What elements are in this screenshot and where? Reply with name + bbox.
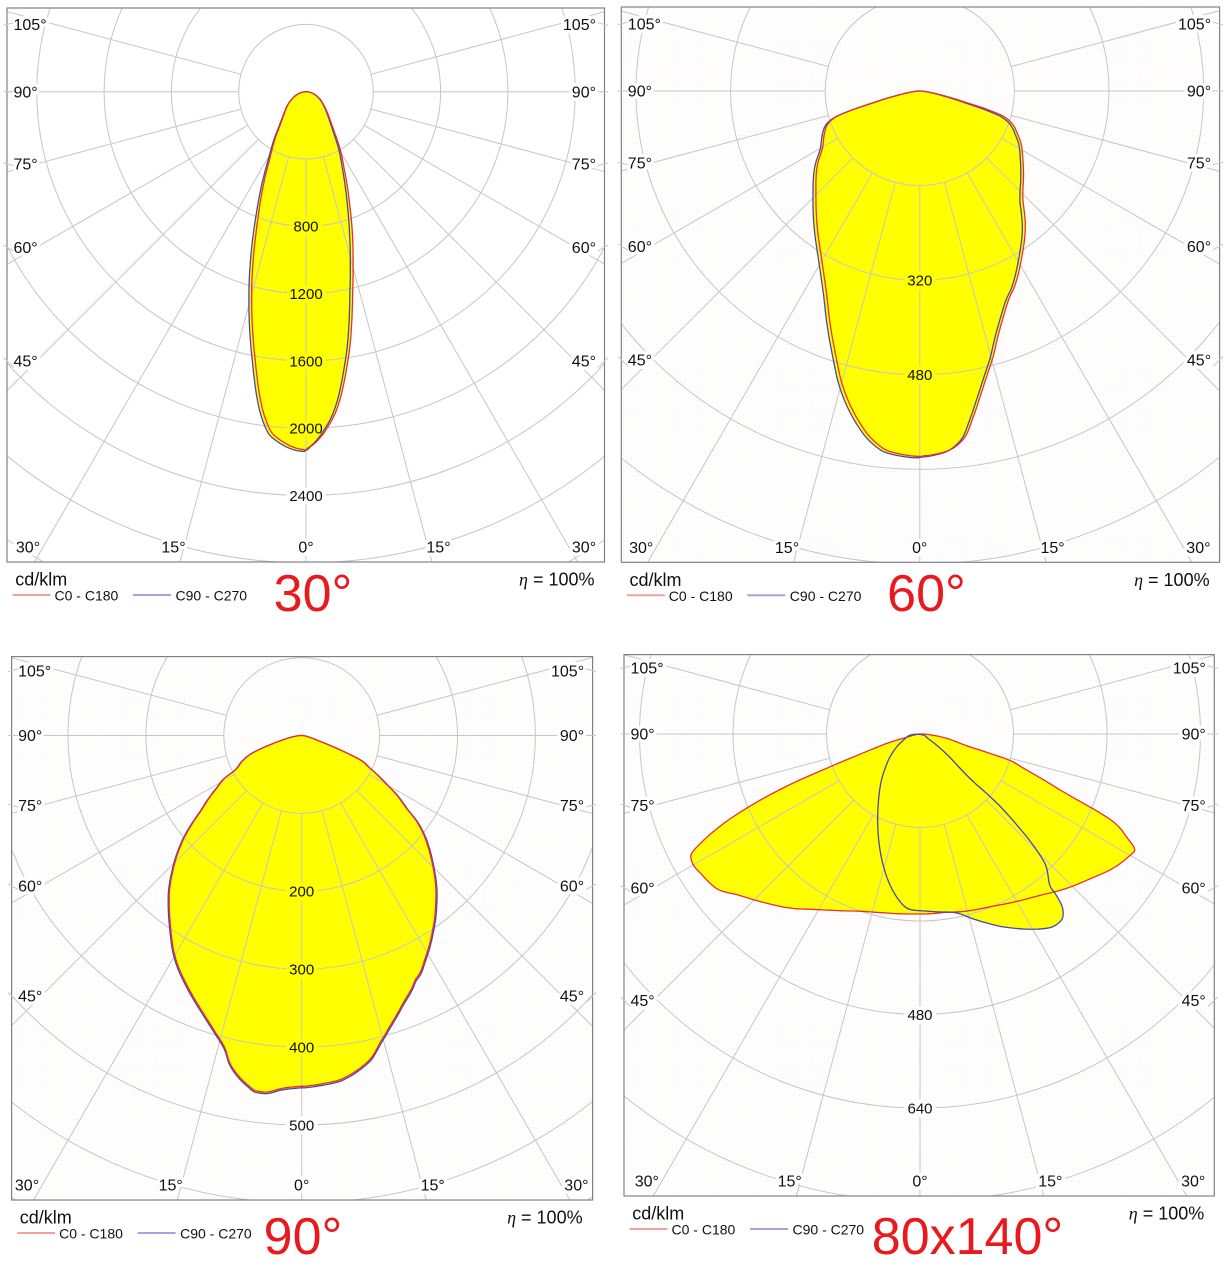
svg-text:800: 800 (293, 219, 318, 236)
svg-text:75°: 75° (14, 157, 38, 174)
svg-text:60°: 60° (572, 240, 596, 257)
svg-text:45°: 45° (560, 989, 584, 1006)
svg-text:90°: 90° (560, 728, 584, 745)
svg-text:2000: 2000 (289, 421, 322, 438)
svg-text:30°: 30° (274, 565, 353, 623)
svg-text:480: 480 (907, 1007, 932, 1024)
svg-text:75°: 75° (1182, 798, 1206, 815)
svg-text:C90 - C270: C90 - C270 (793, 1222, 865, 1238)
svg-text:105°: 105° (1173, 660, 1206, 677)
svg-text:15°: 15° (159, 1178, 183, 1195)
svg-text:2400: 2400 (289, 488, 322, 505)
svg-text:C90 - C270: C90 - C270 (176, 588, 248, 604)
svg-text:60°: 60° (18, 879, 42, 896)
svg-text:30°: 30° (16, 540, 40, 557)
svg-text:C90 - C270: C90 - C270 (180, 1226, 252, 1242)
svg-text:105°: 105° (628, 17, 661, 34)
svg-text:90°: 90° (1182, 727, 1206, 744)
svg-text:cd/klm: cd/klm (20, 1208, 72, 1228)
svg-text:15°: 15° (421, 1178, 445, 1195)
svg-text:cd/klm: cd/klm (15, 570, 67, 590)
svg-text:60°: 60° (560, 879, 584, 896)
svg-text:60°: 60° (631, 880, 655, 897)
svg-text:η = 100%: η = 100% (507, 1208, 583, 1228)
svg-text:45°: 45° (1182, 993, 1206, 1010)
svg-text:45°: 45° (14, 354, 38, 371)
svg-text:90°: 90° (1187, 84, 1211, 101)
svg-text:0°: 0° (294, 1178, 309, 1195)
svg-text:75°: 75° (572, 157, 596, 174)
svg-text:500: 500 (289, 1117, 314, 1134)
svg-text:90°: 90° (14, 84, 38, 101)
svg-text:200: 200 (289, 884, 314, 901)
svg-text:30°: 30° (1186, 540, 1210, 557)
svg-text:30°: 30° (564, 1178, 588, 1195)
svg-text:300: 300 (289, 962, 314, 979)
svg-text:105°: 105° (631, 660, 664, 677)
svg-text:105°: 105° (1178, 17, 1211, 34)
svg-text:80x140°: 80x140° (872, 1208, 1063, 1266)
svg-text:60°: 60° (1187, 239, 1211, 256)
svg-text:480: 480 (907, 367, 932, 384)
svg-text:15°: 15° (1038, 1174, 1062, 1191)
svg-text:C0 - C180: C0 - C180 (59, 1226, 123, 1242)
svg-text:30°: 30° (629, 540, 653, 557)
svg-text:90°: 90° (18, 728, 42, 745)
svg-text:15°: 15° (426, 540, 450, 557)
svg-text:45°: 45° (631, 993, 655, 1010)
svg-text:0°: 0° (912, 540, 927, 557)
svg-text:105°: 105° (563, 17, 596, 34)
svg-text:60°: 60° (887, 565, 966, 623)
svg-text:90°: 90° (628, 84, 652, 101)
svg-text:60°: 60° (628, 239, 652, 256)
svg-text:15°: 15° (161, 540, 185, 557)
svg-text:640: 640 (907, 1100, 932, 1117)
svg-text:30°: 30° (572, 540, 596, 557)
svg-text:60°: 60° (14, 240, 38, 257)
svg-text:90°: 90° (264, 1208, 343, 1266)
svg-text:320: 320 (907, 273, 932, 290)
svg-text:C90 - C270: C90 - C270 (790, 588, 862, 604)
svg-text:30°: 30° (15, 1178, 39, 1195)
svg-text:15°: 15° (778, 1174, 802, 1191)
svg-text:90°: 90° (572, 84, 596, 101)
svg-text:45°: 45° (628, 353, 652, 370)
svg-text:75°: 75° (631, 798, 655, 815)
svg-text:105°: 105° (14, 17, 47, 34)
svg-text:1200: 1200 (289, 286, 322, 303)
svg-text:1600: 1600 (289, 353, 322, 370)
svg-text:C0 - C180: C0 - C180 (669, 588, 733, 604)
svg-text:η = 100%: η = 100% (519, 570, 595, 590)
svg-text:η = 100%: η = 100% (1129, 1204, 1205, 1224)
svg-text:C0 - C180: C0 - C180 (55, 588, 119, 604)
svg-text:30°: 30° (1181, 1174, 1205, 1191)
svg-text:15°: 15° (1040, 540, 1064, 557)
svg-text:0°: 0° (298, 540, 313, 557)
svg-text:0°: 0° (912, 1174, 927, 1191)
svg-text:η = 100%: η = 100% (1134, 570, 1210, 590)
svg-text:90°: 90° (631, 727, 655, 744)
svg-text:15°: 15° (775, 540, 799, 557)
svg-text:45°: 45° (1187, 353, 1211, 370)
svg-text:400: 400 (289, 1040, 314, 1057)
svg-text:30°: 30° (635, 1174, 659, 1191)
svg-text:C0 - C180: C0 - C180 (672, 1222, 736, 1238)
svg-text:75°: 75° (628, 156, 652, 173)
svg-text:75°: 75° (18, 798, 42, 815)
svg-text:45°: 45° (572, 354, 596, 371)
svg-text:60°: 60° (1182, 880, 1206, 897)
svg-text:cd/klm: cd/klm (632, 1204, 684, 1224)
svg-text:75°: 75° (560, 798, 584, 815)
svg-text:45°: 45° (18, 989, 42, 1006)
svg-text:105°: 105° (18, 663, 51, 680)
svg-text:105°: 105° (551, 663, 584, 680)
svg-text:cd/klm: cd/klm (630, 570, 682, 590)
svg-text:75°: 75° (1187, 156, 1211, 173)
